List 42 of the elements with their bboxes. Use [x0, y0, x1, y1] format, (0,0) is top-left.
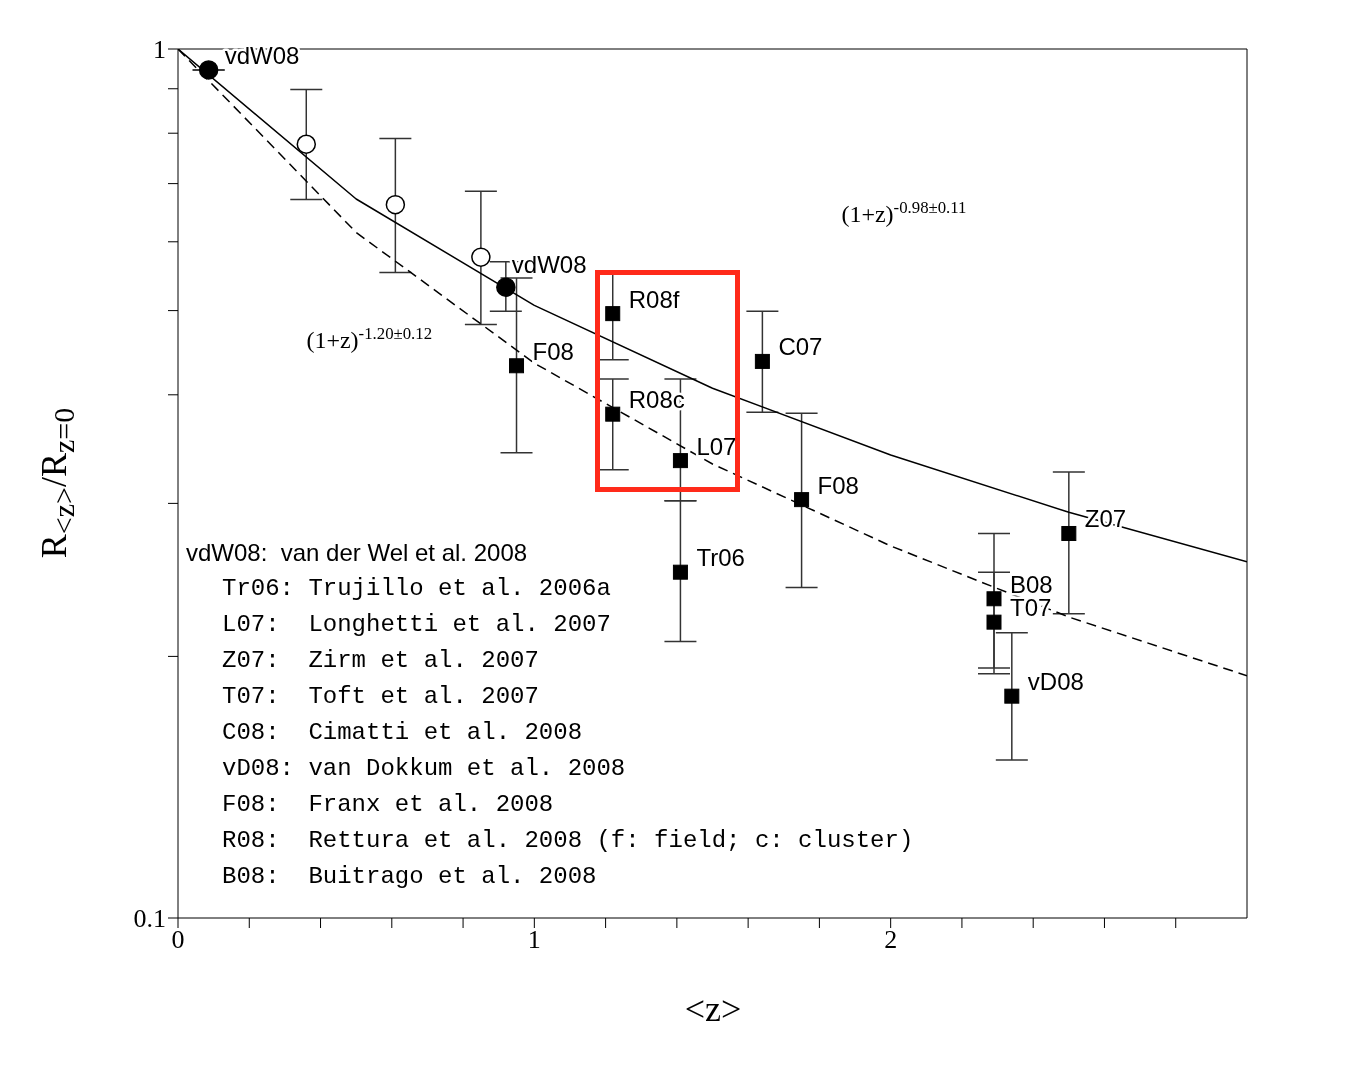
annotation: C07 [778, 333, 823, 361]
annotation: F08: Franx et al. 2008 [221, 790, 555, 821]
point [385, 194, 406, 215]
x-tick-label: 1 [527, 925, 541, 955]
point [605, 306, 621, 322]
point [986, 591, 1002, 607]
annotation: vdW08 [511, 251, 587, 279]
x-axis-title: <z> [683, 988, 743, 1030]
annotation: vdW08: van der Wel et al. 2008 [186, 539, 528, 567]
annotation: vD08 [1027, 668, 1084, 696]
point [794, 492, 810, 508]
annotation: Tr06: Trujillo et al. 2006a [221, 574, 612, 605]
annotation: (1+z)$^{-0.98±0.11}$ [841, 197, 967, 227]
point [509, 358, 525, 374]
annotation: L07: Longhetti et al. 2007 [221, 610, 612, 641]
point [605, 406, 621, 422]
annotation: L07 [696, 432, 737, 460]
point [296, 134, 317, 154]
annotation: Tr06 [696, 544, 745, 572]
point [754, 353, 770, 369]
y-tick-label: 0.1 [133, 904, 166, 934]
annotation: (1+z)$^{-1.20±0.12}$ [306, 323, 433, 354]
point [471, 247, 491, 267]
annotation: vD08: van Dokkum et al. 2008 [221, 754, 627, 785]
point [1004, 688, 1020, 704]
annotation: Z07: Zirm et al. 2007 [221, 646, 540, 677]
annotation: R08: Rettura et al. 2008 (f: field; c: cluster) [221, 826, 914, 857]
annotation: T07: Toft et al. 2007 [221, 682, 540, 713]
point [496, 277, 516, 297]
x-tick-label: 0 [171, 925, 185, 955]
annotation: F08 [532, 337, 574, 365]
point [672, 564, 688, 580]
annotation: C08: Cimatti et al. 2008 [221, 718, 584, 749]
annotation: F08 [817, 471, 859, 499]
annotation: vdW08 [224, 41, 300, 69]
x-tick-label: 2 [884, 925, 898, 955]
point [1061, 525, 1077, 541]
point [986, 614, 1002, 630]
point [198, 60, 219, 80]
point [672, 453, 688, 469]
annotation: B08: Buitrago et al. 2008 [221, 862, 598, 893]
annotation: R08f [628, 285, 680, 313]
